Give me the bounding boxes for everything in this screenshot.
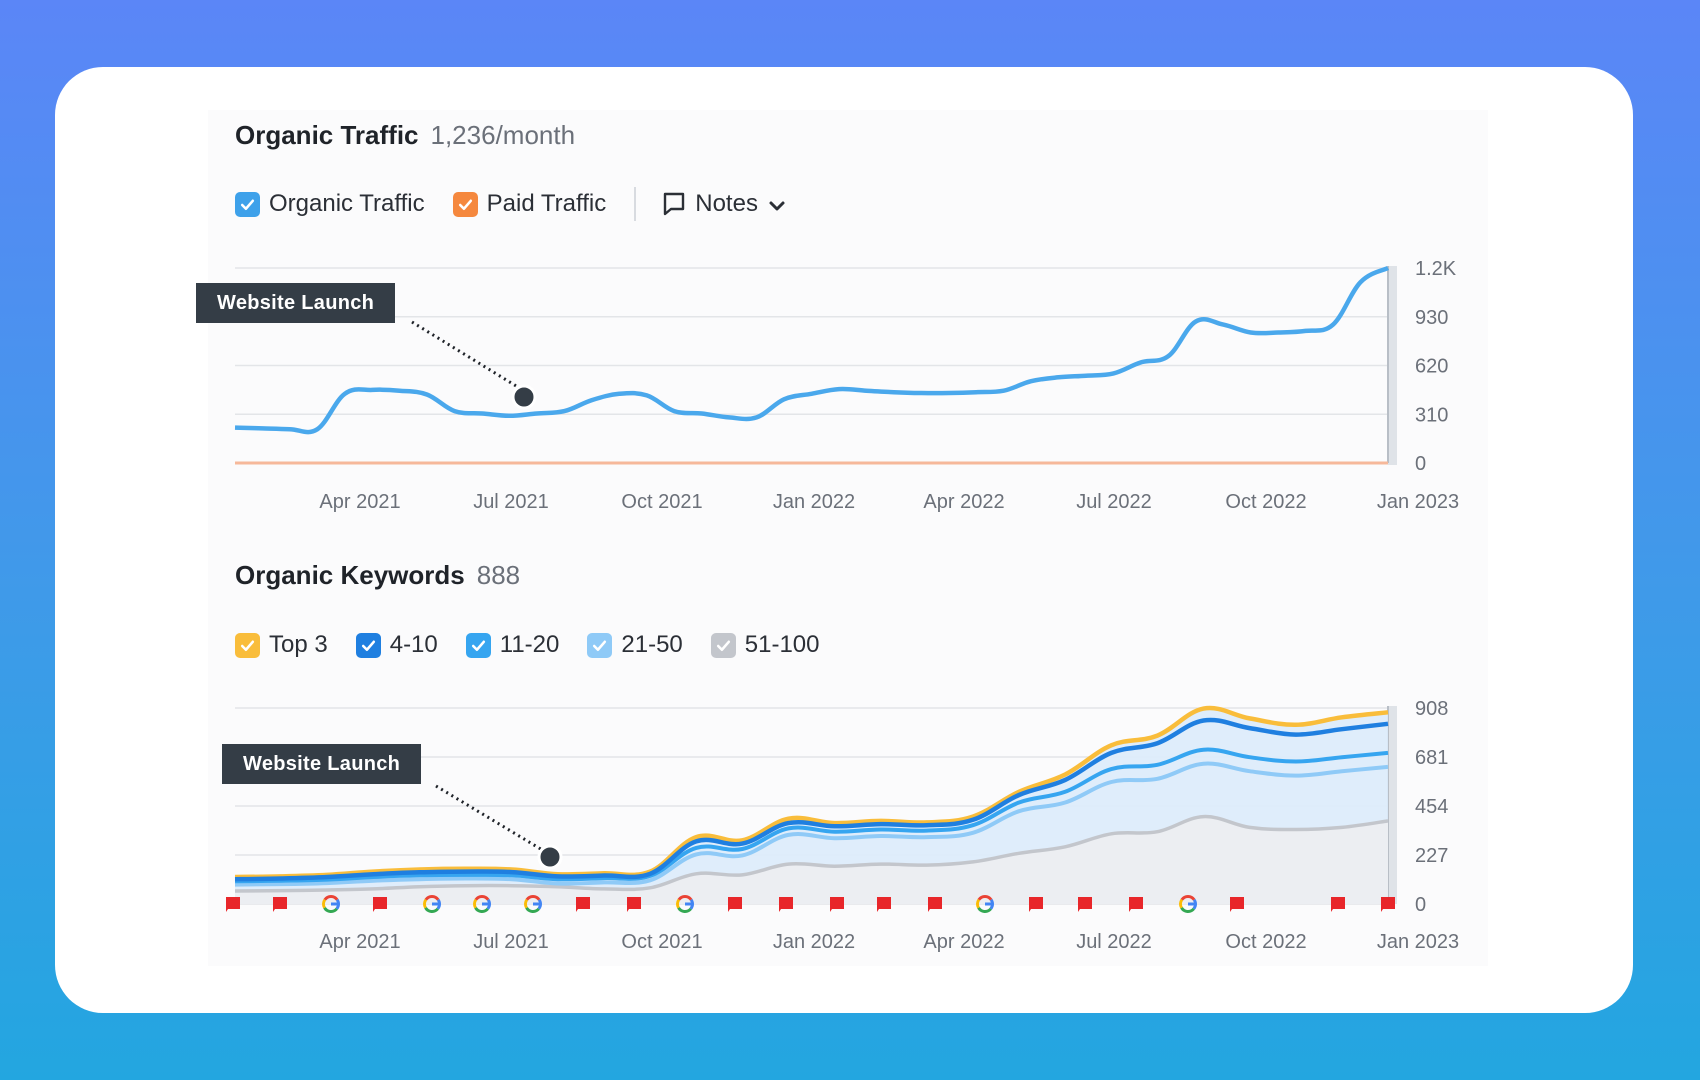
section-title: Organic Keywords [235, 560, 465, 590]
chevron-down-icon [769, 201, 785, 211]
organic-traffic-header: Organic Traffic 1,236/month [235, 120, 575, 151]
flag-icon [373, 897, 387, 912]
x-tick-label: Apr 2021 [319, 491, 400, 513]
y-tick-label: 0 [1415, 453, 1426, 475]
x-tick-label: Jul 2021 [473, 491, 549, 513]
checkbox-checked-icon[interactable] [710, 632, 736, 658]
comment-icon [664, 192, 685, 216]
x-tick-label: Apr 2022 [923, 491, 1004, 513]
keywords-legend: Top 3 4-10 11-20 21-50 51-100 [235, 631, 848, 659]
y-tick-label: 681 [1415, 747, 1448, 769]
legend-top-3[interactable]: Top 3 [235, 631, 328, 659]
x-tick-label: Jan 2023 [1377, 931, 1459, 953]
series-line-51-100 [234, 814, 1389, 893]
legend-label: 51-100 [744, 631, 820, 658]
organic-keywords-header: Organic Keywords 888 [235, 560, 520, 591]
google-update-icon [423, 895, 441, 913]
x-tick-label: Apr 2021 [319, 931, 400, 953]
flag-icon [576, 897, 590, 912]
google-update-icon [524, 895, 542, 913]
checkbox-checked-icon[interactable] [235, 632, 260, 658]
flag-icon [728, 897, 742, 912]
launch-marker [511, 384, 537, 410]
legend-paid-traffic[interactable]: Paid Traffic [452, 190, 607, 218]
y-tick-label: 1.2K [1415, 258, 1457, 280]
y-tick-label: 310 [1415, 404, 1448, 426]
y-tick-label: 620 [1415, 356, 1448, 378]
checkbox-checked-icon[interactable] [587, 632, 613, 658]
google-update-icon [976, 895, 994, 913]
flag-icon [226, 897, 240, 912]
x-tick-label: Jul 2022 [1076, 931, 1152, 953]
google-update-icon [473, 895, 491, 913]
flag-icon [1078, 897, 1092, 912]
legend-label: Paid Traffic [486, 190, 607, 217]
section-value: 1,236/month [430, 120, 576, 150]
x-tick-label: Oct 2021 [621, 491, 702, 513]
flag-icon [1331, 897, 1345, 912]
section-title: Organic Traffic [235, 120, 419, 150]
flag-icon [1230, 897, 1244, 912]
y-tick-label: 227 [1415, 845, 1448, 867]
flag-icon [779, 897, 793, 912]
series-line-21-50 [234, 761, 1389, 887]
legend-label: 21-50 [621, 631, 683, 658]
checkbox-checked-icon[interactable] [465, 632, 491, 658]
callout-leader [435, 784, 545, 853]
legend-4-10[interactable]: 4-10 [355, 631, 438, 659]
x-tick-label: Oct 2021 [621, 931, 702, 953]
flag-icon [830, 897, 844, 912]
legend-51-100[interactable]: 51-100 [710, 631, 820, 659]
x-tick-label: Apr 2022 [923, 931, 1004, 953]
x-tick-label: Oct 2022 [1225, 491, 1306, 513]
y-tick-label: 454 [1415, 796, 1448, 818]
legend-divider [634, 187, 637, 221]
legend-label: Top 3 [269, 631, 328, 658]
series-line-4-10 [234, 717, 1389, 882]
google-update-icon [1179, 895, 1197, 913]
flag-icon [1029, 897, 1043, 912]
google-update-icon [676, 895, 694, 913]
cursor-band [1388, 706, 1397, 904]
organic-traffic-line [234, 265, 1390, 435]
website-launch-callout: Website Launch [196, 283, 396, 323]
legend-11-20[interactable]: 11-20 [465, 631, 560, 659]
flag-icon [1381, 897, 1395, 912]
notes-dropdown[interactable]: Notes [662, 190, 796, 218]
section-value: 888 [476, 560, 521, 590]
cursor-band [1388, 266, 1397, 465]
flag-icon [1129, 897, 1143, 912]
checkbox-checked-icon[interactable] [452, 191, 478, 217]
x-tick-label: Jan 2022 [773, 491, 855, 513]
x-tick-label: Jul 2022 [1076, 491, 1152, 513]
x-tick-label: Jan 2023 [1377, 491, 1459, 513]
checkbox-checked-icon[interactable] [355, 632, 381, 658]
flag-icon [877, 897, 891, 912]
flag-icon [627, 897, 641, 912]
x-tick-label: Oct 2022 [1225, 931, 1306, 953]
flag-icon [928, 897, 942, 912]
legend-organic-traffic[interactable]: Organic Traffic [235, 190, 425, 218]
google-update-icon [322, 895, 340, 913]
launch-marker [537, 844, 563, 870]
y-tick-label: 930 [1415, 307, 1448, 329]
x-tick-label: Jan 2022 [773, 931, 855, 953]
website-launch-callout: Website Launch [222, 744, 422, 784]
flag-icon [273, 897, 287, 912]
y-tick-label: 0 [1415, 894, 1426, 916]
series-line-top-3 [234, 705, 1389, 880]
notes-label: Notes [695, 190, 758, 217]
x-tick-label: Jul 2021 [473, 931, 549, 953]
legend-label: Organic Traffic [269, 190, 425, 217]
legend-label: 4-10 [389, 631, 438, 658]
series-line-11-20 [234, 747, 1389, 884]
legend-21-50[interactable]: 21-50 [587, 631, 683, 659]
checkbox-checked-icon[interactable] [235, 191, 260, 217]
y-tick-label: 908 [1415, 698, 1448, 720]
traffic-legend: Organic Traffic Paid Traffic Notes [235, 187, 796, 221]
legend-label: 11-20 [499, 631, 560, 658]
keywords-area-51-100 [235, 816, 1388, 904]
